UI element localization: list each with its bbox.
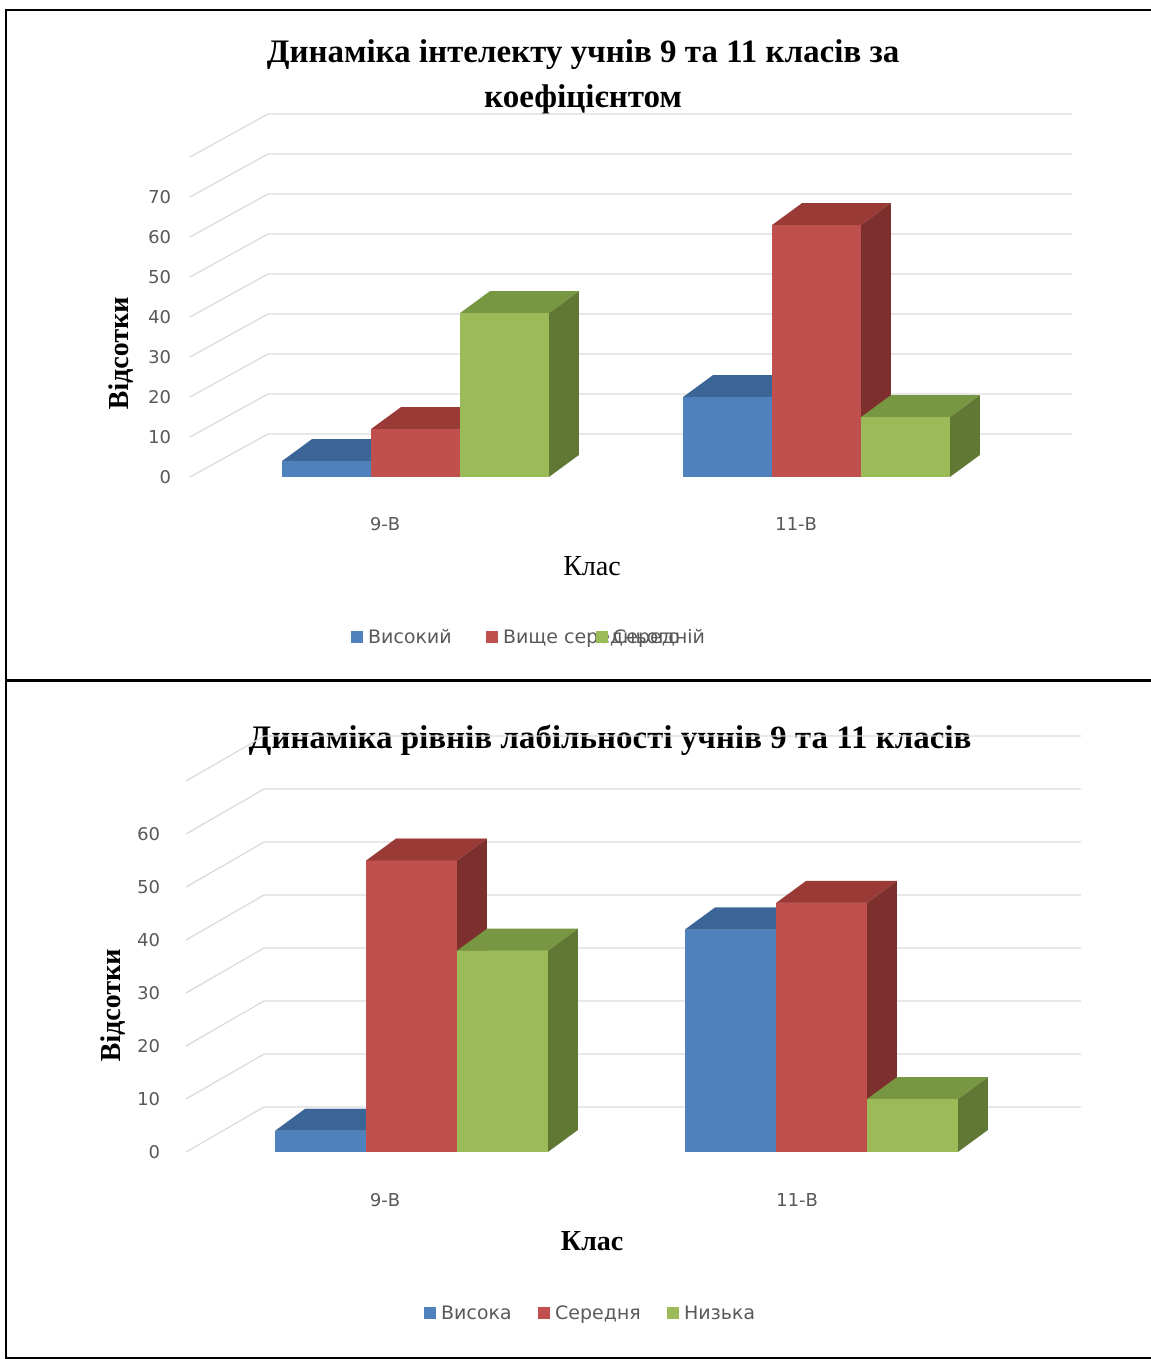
y-tick-label: 0 [149, 1142, 160, 1163]
bar-front [772, 225, 861, 477]
bar [460, 291, 579, 477]
x-axis-title: Клас [563, 551, 621, 582]
legend-swatch [351, 631, 363, 643]
bar-top [772, 203, 891, 225]
y-tick-label: 60 [137, 824, 160, 845]
x-tick-label: 11-В [776, 1190, 818, 1211]
legend-item: Вище середнього [486, 626, 680, 648]
bar-top [460, 291, 579, 313]
gridline-diagonal [185, 1053, 265, 1100]
legend-label: Вище середнього [503, 626, 680, 648]
bar-front [460, 313, 549, 477]
gridline-diagonal [189, 313, 269, 358]
y-tick-label: 70 [148, 187, 171, 208]
bar-front [457, 950, 548, 1152]
chart-title: коефіцієнтом [484, 79, 682, 115]
legend-label: Середня [555, 1302, 641, 1324]
bar [772, 203, 891, 477]
gridline-diagonal [185, 841, 265, 888]
y-tick-label: 50 [148, 267, 171, 288]
gridline-diagonal [189, 153, 269, 198]
bar-top [275, 1108, 396, 1131]
bar-front [867, 1099, 958, 1152]
gridline-diagonal [185, 735, 265, 782]
gridline-diagonal [189, 433, 269, 478]
bar-side [549, 291, 579, 477]
legend-item: Середня [538, 1302, 641, 1324]
y-tick-label: 40 [137, 930, 160, 951]
bar-front [685, 929, 776, 1152]
legend-item: Висока [424, 1302, 512, 1324]
bar-top [366, 838, 487, 861]
y-axis-title: Відсотки [96, 949, 127, 1062]
legend-swatch [596, 631, 608, 643]
gridline-diagonal [189, 113, 269, 158]
legend-item: Середній [596, 626, 705, 648]
chart-title: Динаміка інтелекту учнів 9 та 11 класів … [267, 34, 899, 70]
bar-front [861, 417, 950, 477]
bar [861, 395, 980, 477]
bar [867, 1077, 988, 1152]
y-axis-title: Відсотки [104, 297, 135, 410]
gridline-diagonal [185, 894, 265, 941]
y-tick-label: 60 [148, 227, 171, 248]
bar-front [776, 902, 867, 1152]
y-tick-label: 40 [148, 307, 171, 328]
bar-top [685, 907, 806, 930]
bar [457, 928, 578, 1152]
gridline-diagonal [185, 1000, 265, 1047]
legend-label: Низька [684, 1302, 755, 1324]
bar-front [282, 461, 371, 477]
bar-front [275, 1130, 366, 1152]
legend-swatch [538, 1307, 550, 1319]
y-tick-label: 20 [137, 1036, 160, 1057]
bar-side [950, 395, 980, 477]
bar-top [457, 928, 578, 951]
y-tick-label: 0 [160, 467, 171, 488]
bar-front [371, 429, 460, 477]
bar-top [867, 1077, 988, 1099]
bar-front [683, 397, 772, 477]
bar-side [548, 928, 578, 1152]
gridline-diagonal [189, 353, 269, 398]
x-tick-label: 9-В [370, 1190, 400, 1211]
legend-label: Високий [368, 626, 452, 648]
bar-top [776, 880, 897, 903]
bar-side [958, 1077, 988, 1152]
chart-1: Динаміка інтелекту учнів 9 та 11 класів … [104, 34, 1072, 648]
y-tick-label: 30 [137, 983, 160, 1004]
legend-label: Висока [441, 1302, 512, 1324]
legend-swatch [667, 1307, 679, 1319]
legend-swatch [486, 631, 498, 643]
gridline-diagonal [185, 1106, 265, 1153]
y-tick-label: 30 [148, 347, 171, 368]
gridline-diagonal [189, 193, 269, 238]
y-tick-label: 10 [137, 1089, 160, 1110]
x-tick-label: 11-В [775, 514, 817, 535]
gridline-diagonal [189, 273, 269, 318]
gridline-diagonal [189, 233, 269, 278]
chart-2: Динаміка рівнів лабільності учнів 9 та 1… [96, 720, 1081, 1324]
legend-item: Низька [667, 1302, 755, 1324]
y-tick-label: 50 [137, 877, 160, 898]
legend-label: Середній [613, 626, 705, 648]
bar-top [861, 395, 980, 417]
chart-title: Динаміка рівнів лабільності учнів 9 та 1… [249, 720, 972, 756]
legend-swatch [424, 1307, 436, 1319]
gridline-diagonal [185, 788, 265, 835]
gridline-diagonal [189, 393, 269, 438]
gridline-diagonal [185, 947, 265, 994]
bar-front [366, 860, 457, 1152]
x-axis-title: Клас [561, 1226, 623, 1257]
x-tick-label: 9-В [370, 514, 400, 535]
legend-item: Високий [351, 626, 452, 648]
y-tick-label: 20 [148, 387, 171, 408]
y-tick-label: 10 [148, 427, 171, 448]
